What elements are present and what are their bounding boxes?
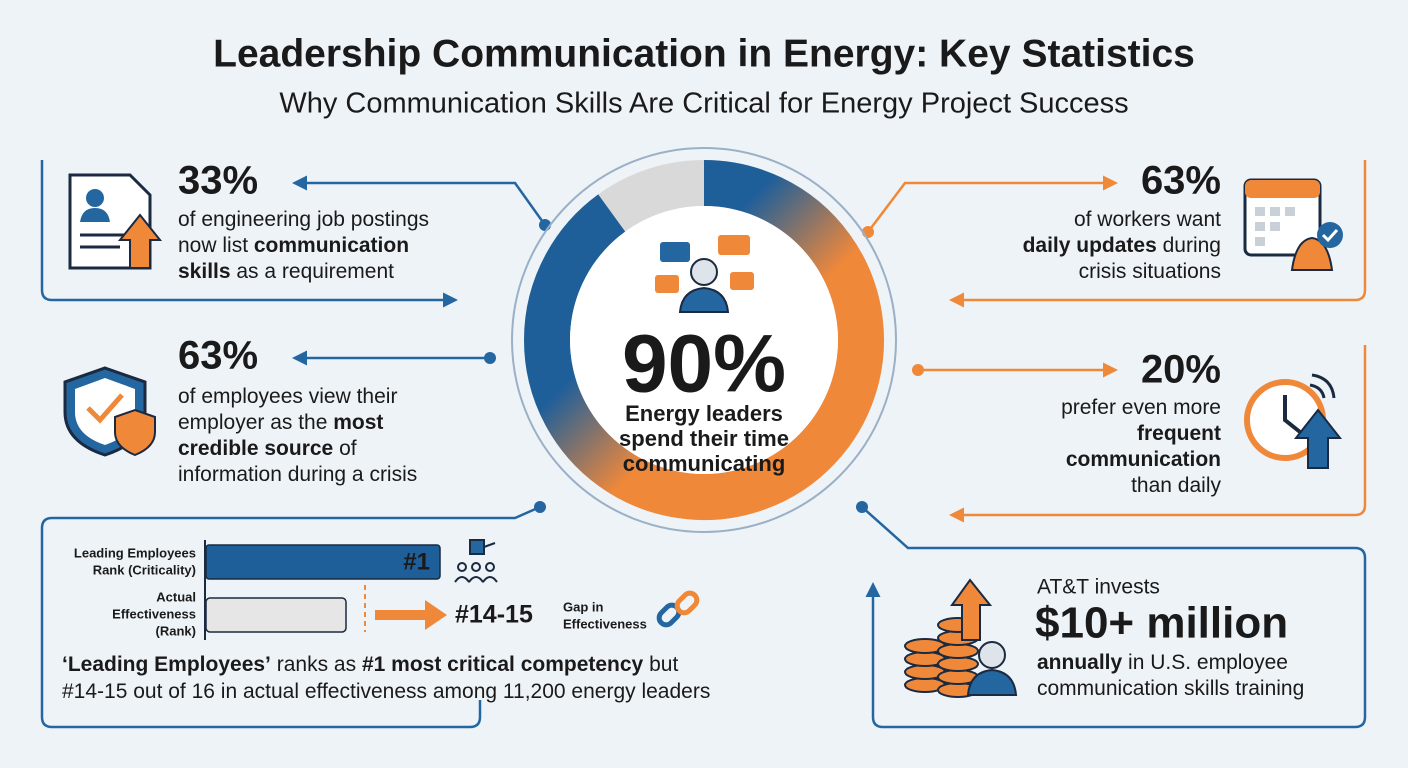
- caption: #14-15 out of 16 in actual effectiveness…: [62, 680, 710, 703]
- caption: ‘Leading Employees’ ranks as #1 most cri…: [62, 653, 678, 676]
- stat-value: 33%: [178, 159, 258, 203]
- text-segment: crisis situations: [1079, 260, 1221, 283]
- text-segment: communication skills training: [1037, 677, 1304, 700]
- doc-icon: [68, 173, 163, 270]
- gap-label: Gap in: [563, 599, 604, 614]
- stat-value: 63%: [178, 334, 258, 378]
- people-icon: [454, 539, 498, 583]
- bar-label: Actual: [156, 589, 196, 604]
- bar-badge: #1: [403, 548, 430, 575]
- text-segment: communication: [1066, 448, 1221, 471]
- text-segment: communication: [254, 234, 409, 257]
- chain-icon: [656, 590, 700, 628]
- text-segment: during: [1157, 234, 1221, 257]
- text-segment: ranks as: [271, 653, 362, 676]
- invest-amount: $10+ million: [1035, 599, 1288, 648]
- calendar-icon: [1243, 178, 1343, 271]
- shield-icon: [63, 366, 156, 457]
- stat-value: 63%: [1141, 159, 1221, 203]
- stat-text: daily updates during: [1023, 234, 1221, 257]
- text-segment: daily updates: [1023, 234, 1157, 257]
- gap-label: Effectiveness: [563, 616, 647, 631]
- center-text: communicating: [623, 451, 786, 476]
- text-segment: of employees view their: [178, 385, 397, 408]
- text-segment: prefer even more: [1061, 396, 1221, 419]
- stat-text: crisis situations: [1079, 260, 1221, 283]
- gap-value: #14-15: [455, 601, 533, 629]
- stat-text: now list communication: [178, 234, 409, 257]
- center-stat: 90%: [622, 319, 786, 410]
- center-icon: [655, 235, 754, 313]
- text-segment: of engineering job postings: [178, 208, 429, 231]
- stat-text: of workers want: [1074, 208, 1221, 231]
- stat-text: employer as the most: [178, 411, 383, 434]
- subtitle: Why Communication Skills Are Critical fo…: [279, 88, 1128, 120]
- text-segment: #1 most critical competency: [362, 653, 644, 676]
- text-segment: frequent: [1137, 422, 1221, 445]
- text-segment: annually: [1037, 651, 1123, 674]
- bar-label: Rank (Criticality): [93, 562, 196, 577]
- text-segment: of: [333, 437, 357, 460]
- stat-text: skills as a requirement: [178, 260, 394, 283]
- stat-text: communication: [1066, 448, 1221, 471]
- text-segment: now list: [178, 234, 254, 257]
- stat-text: of employees view their: [178, 385, 397, 408]
- center-text: spend their time: [619, 426, 789, 451]
- text-segment: of workers want: [1074, 208, 1221, 231]
- stat-text: of engineering job postings: [178, 208, 429, 231]
- bar-label: Leading Employees: [74, 545, 196, 560]
- invest-intro: AT&T invests: [1037, 576, 1160, 599]
- title: Leadership Communication in Energy: Key …: [213, 32, 1195, 75]
- text-segment: but: [643, 653, 678, 676]
- text-segment: skills: [178, 260, 231, 283]
- text-segment: in U.S. employee: [1122, 651, 1288, 674]
- stat-text: information during a crisis: [178, 463, 417, 486]
- invest-text: annually in U.S. employee: [1037, 651, 1288, 674]
- rank-chart: [204, 540, 447, 640]
- text-segment: most: [333, 411, 383, 434]
- stat-text: credible source of: [178, 437, 357, 460]
- text-segment: as a requirement: [231, 260, 395, 283]
- text-segment: credible source: [178, 437, 333, 460]
- coins-icon: [904, 578, 1018, 698]
- stat-text: than daily: [1131, 474, 1221, 497]
- clock-icon: [1244, 373, 1343, 469]
- invest-text: communication skills training: [1037, 677, 1304, 700]
- bar-label: (Rank): [156, 623, 196, 638]
- ring-arc: [524, 160, 884, 520]
- text-segment: information during a crisis: [178, 463, 417, 486]
- text-segment: #14-15 out of 16 in actual effectiveness…: [62, 680, 710, 703]
- stat-text: prefer even more: [1061, 396, 1221, 419]
- bar-label: Effectiveness: [112, 606, 196, 621]
- center-text: Energy leaders: [625, 401, 783, 426]
- connectors: [40, 160, 1367, 729]
- text-segment: ‘Leading Employees’: [62, 653, 271, 676]
- stat-text: frequent: [1137, 422, 1221, 445]
- text-segment: employer as the: [178, 411, 333, 434]
- stat-value: 20%: [1141, 348, 1221, 392]
- text-segment: than daily: [1131, 474, 1221, 497]
